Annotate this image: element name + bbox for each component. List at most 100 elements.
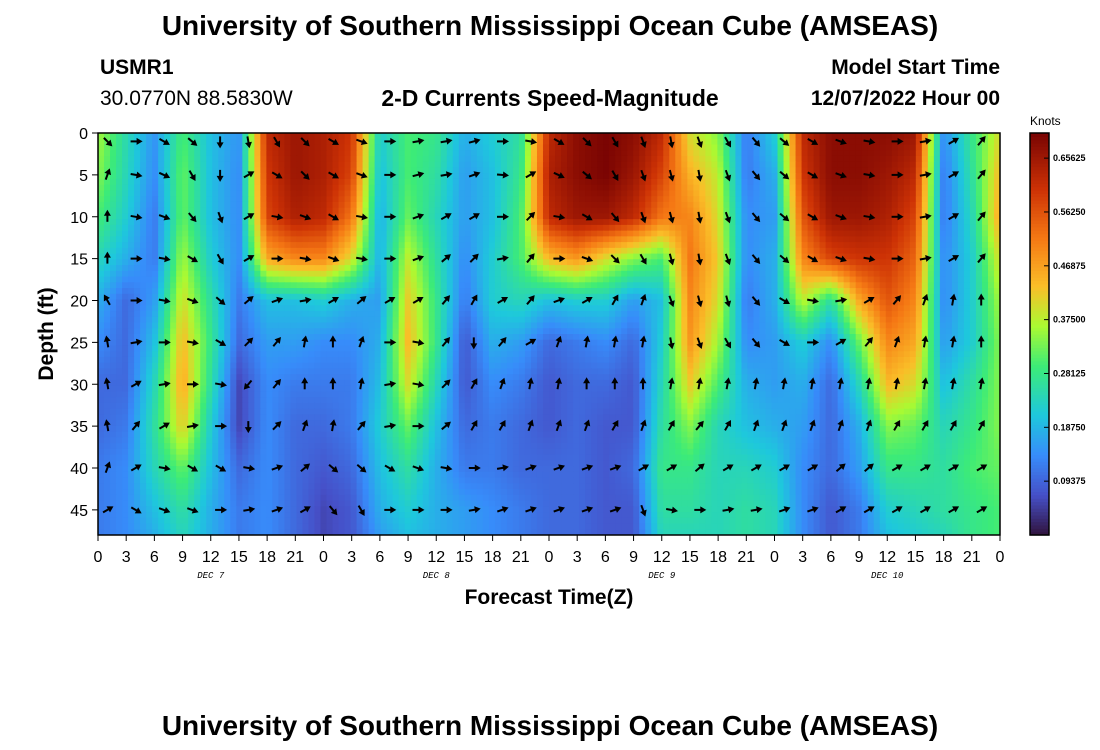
heatmap-cell bbox=[843, 242, 851, 249]
heatmap-cell bbox=[308, 288, 316, 295]
heatmap-cell bbox=[296, 184, 304, 192]
heatmap-cell bbox=[464, 190, 472, 197]
heatmap-cell bbox=[392, 150, 400, 157]
heatmap-cell bbox=[567, 242, 574, 249]
heatmap-cell bbox=[254, 167, 261, 174]
heatmap-cell bbox=[356, 219, 364, 226]
heatmap-cell bbox=[825, 253, 833, 260]
heatmap-cell bbox=[927, 242, 935, 249]
heatmap-cell bbox=[795, 184, 803, 192]
heatmap-cell bbox=[591, 196, 598, 203]
heatmap-cell bbox=[741, 178, 749, 186]
heatmap-cell bbox=[669, 167, 676, 174]
heatmap-cell bbox=[813, 150, 821, 157]
heatmap-cell bbox=[134, 161, 141, 169]
heatmap-cell bbox=[398, 276, 406, 283]
heatmap-cell bbox=[933, 316, 941, 324]
heatmap-cell bbox=[741, 219, 749, 226]
heatmap-cell bbox=[957, 236, 965, 243]
heatmap-cell bbox=[338, 155, 346, 163]
heatmap-cell bbox=[458, 196, 466, 203]
heatmap-cell bbox=[332, 305, 340, 312]
heatmap-cell bbox=[573, 196, 580, 203]
heatmap-cell bbox=[711, 190, 718, 197]
heatmap-cell bbox=[134, 265, 141, 272]
heatmap-cell bbox=[855, 259, 863, 266]
heatmap-cell bbox=[404, 201, 412, 209]
heatmap-cell bbox=[506, 133, 514, 140]
heatmap-cell bbox=[500, 288, 508, 295]
heatmap-cell bbox=[386, 282, 394, 289]
heatmap-cell bbox=[687, 242, 694, 249]
heatmap-cell bbox=[482, 150, 490, 157]
heatmap-cell bbox=[759, 178, 767, 186]
heatmap-cell bbox=[434, 224, 442, 232]
heatmap-cell bbox=[482, 178, 490, 186]
heatmap-cell bbox=[639, 184, 646, 192]
heatmap-cell bbox=[699, 305, 706, 312]
heatmap-cell bbox=[657, 293, 664, 301]
heatmap-cell bbox=[374, 161, 382, 169]
heatmap-cell bbox=[296, 282, 304, 289]
heatmap-cell bbox=[945, 282, 953, 289]
heatmap-cell bbox=[879, 173, 887, 180]
heatmap-cell bbox=[879, 201, 887, 209]
heatmap-cell bbox=[597, 305, 604, 312]
heatmap-cell bbox=[825, 230, 833, 237]
heatmap-cell bbox=[488, 173, 496, 180]
heatmap-cell bbox=[795, 316, 803, 324]
heatmap-cell bbox=[723, 236, 730, 243]
heatmap-cell bbox=[404, 161, 412, 169]
heatmap-cell bbox=[729, 196, 737, 203]
heatmap-cell bbox=[320, 236, 328, 243]
heatmap-cell bbox=[669, 305, 676, 312]
heatmap-cell bbox=[987, 207, 995, 214]
heatmap-cell bbox=[807, 288, 815, 295]
heatmap-cell bbox=[639, 242, 646, 249]
heatmap-cell bbox=[903, 270, 911, 278]
heatmap-cell bbox=[230, 201, 237, 209]
heatmap-cell bbox=[104, 236, 111, 243]
heatmap-cell bbox=[747, 299, 755, 306]
heatmap-cell bbox=[747, 230, 755, 237]
heatmap-cell bbox=[464, 265, 472, 272]
heatmap-cell bbox=[332, 230, 340, 237]
heatmap-cell bbox=[855, 293, 863, 301]
heatmap-cell bbox=[314, 322, 322, 329]
heatmap-cell bbox=[218, 144, 225, 151]
heatmap-cell bbox=[603, 219, 610, 226]
heatmap-cell bbox=[224, 265, 231, 272]
heatmap-cell bbox=[759, 253, 767, 260]
heatmap-cell bbox=[428, 270, 436, 278]
heatmap-cell bbox=[855, 190, 863, 197]
heatmap-cell bbox=[260, 259, 267, 266]
heatmap-cell bbox=[458, 316, 466, 324]
heatmap-cell bbox=[200, 299, 207, 306]
heatmap-cell bbox=[993, 207, 1000, 214]
heatmap-cell bbox=[398, 299, 406, 306]
heatmap-cell bbox=[825, 259, 833, 266]
heatmap-cell bbox=[951, 299, 959, 306]
heatmap-cell bbox=[368, 173, 376, 180]
heatmap-cell bbox=[705, 311, 712, 318]
heatmap-cell bbox=[116, 282, 123, 289]
heatmap-cell bbox=[855, 253, 863, 260]
heatmap-cell bbox=[909, 299, 917, 306]
heatmap-cell bbox=[188, 265, 195, 272]
heatmap-cell bbox=[242, 247, 249, 255]
heatmap-cell bbox=[116, 201, 123, 209]
heatmap-cell bbox=[729, 288, 737, 295]
heatmap-cell bbox=[849, 224, 857, 232]
heatmap-cell bbox=[597, 265, 604, 272]
heatmap-cell bbox=[603, 138, 610, 146]
heatmap-cell bbox=[98, 138, 105, 146]
heatmap-cell bbox=[747, 270, 755, 278]
heatmap-cell bbox=[98, 247, 105, 255]
heatmap-cell bbox=[975, 236, 983, 243]
heatmap-cell bbox=[314, 167, 322, 174]
heatmap-cell bbox=[759, 259, 767, 266]
heatmap-cell bbox=[314, 207, 322, 214]
heatmap-cell bbox=[849, 190, 857, 197]
heatmap-cell bbox=[398, 270, 406, 278]
heatmap-cell bbox=[506, 311, 514, 318]
